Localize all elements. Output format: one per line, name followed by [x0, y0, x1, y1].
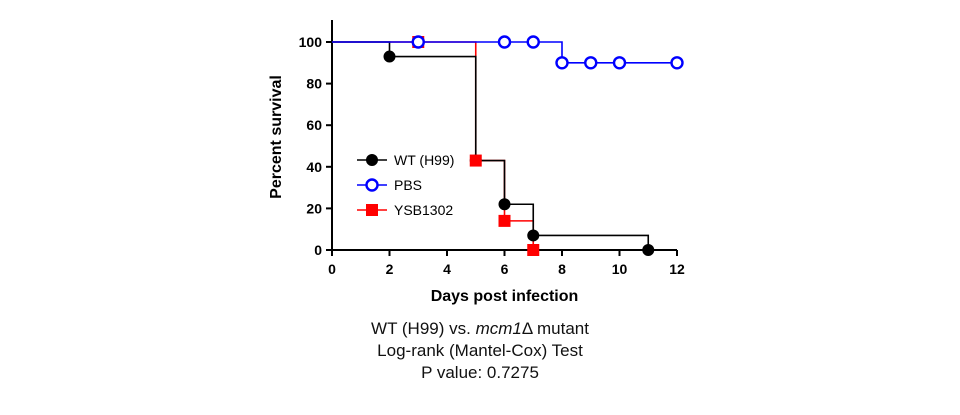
- marker-filled-square: [527, 244, 540, 256]
- x-tick-label: 2: [386, 261, 394, 277]
- x-tick-label: 12: [669, 261, 685, 277]
- data-markers: [383, 35, 684, 256]
- legend: WT (H99) PBS YSB1302: [357, 152, 454, 218]
- x-axis-title: Days post infection: [431, 288, 579, 305]
- marker-filled-square: [469, 154, 482, 167]
- y-tick-label: 100: [299, 34, 323, 50]
- x-tick-label: 6: [501, 261, 509, 277]
- caption-mutant-name: mcm1: [475, 319, 522, 338]
- caption-test-name: Log-rank (Mantel-Cox) Test: [377, 341, 583, 360]
- x-tick-label: 8: [558, 261, 566, 277]
- y-tick-label: 20: [306, 200, 322, 216]
- marker-open-circle: [497, 35, 512, 49]
- marker-open-circle: [555, 56, 569, 70]
- y-tick-label: 0: [314, 242, 322, 258]
- marker-open-circle: [526, 35, 540, 49]
- marker-filled-square: [498, 214, 511, 227]
- x-tick-label: 0: [328, 261, 336, 277]
- marker-filled-circle: [383, 50, 396, 63]
- x-tick-label: 4: [443, 261, 451, 277]
- caption-p-value: P value: 0.7275: [421, 363, 539, 382]
- caption-suffix: Δ mutant: [521, 319, 589, 338]
- legend-marker: [366, 204, 378, 216]
- legend-label: PBS: [394, 177, 422, 193]
- caption-prefix: WT (H99) vs.: [371, 319, 476, 338]
- marker-filled-circle: [527, 229, 540, 242]
- legend-marker: [365, 178, 379, 192]
- y-axis-title: Percent survival: [268, 75, 285, 199]
- x-tick-label: 10: [612, 261, 628, 277]
- y-tick-label: 40: [306, 159, 322, 175]
- marker-open-circle: [584, 56, 598, 70]
- caption-comparison: WT (H99) vs. mcm1Δ mutant: [255, 318, 705, 340]
- y-tick-label: 60: [306, 117, 322, 133]
- legend-label: YSB1302: [394, 202, 453, 218]
- curve-0: [332, 41, 650, 250]
- marker-open-circle: [670, 56, 684, 70]
- axes: 0 20 40 60 80 100 0 2 4 6 8 10 12: [299, 20, 685, 277]
- legend-label: WT (H99): [394, 152, 454, 168]
- y-tick-label: 80: [306, 76, 322, 92]
- marker-filled-circle: [498, 198, 511, 211]
- marker-open-circle: [612, 56, 627, 70]
- marker-filled-circle: [642, 244, 655, 256]
- legend-marker: [366, 154, 378, 166]
- marker-open-circle: [411, 35, 425, 49]
